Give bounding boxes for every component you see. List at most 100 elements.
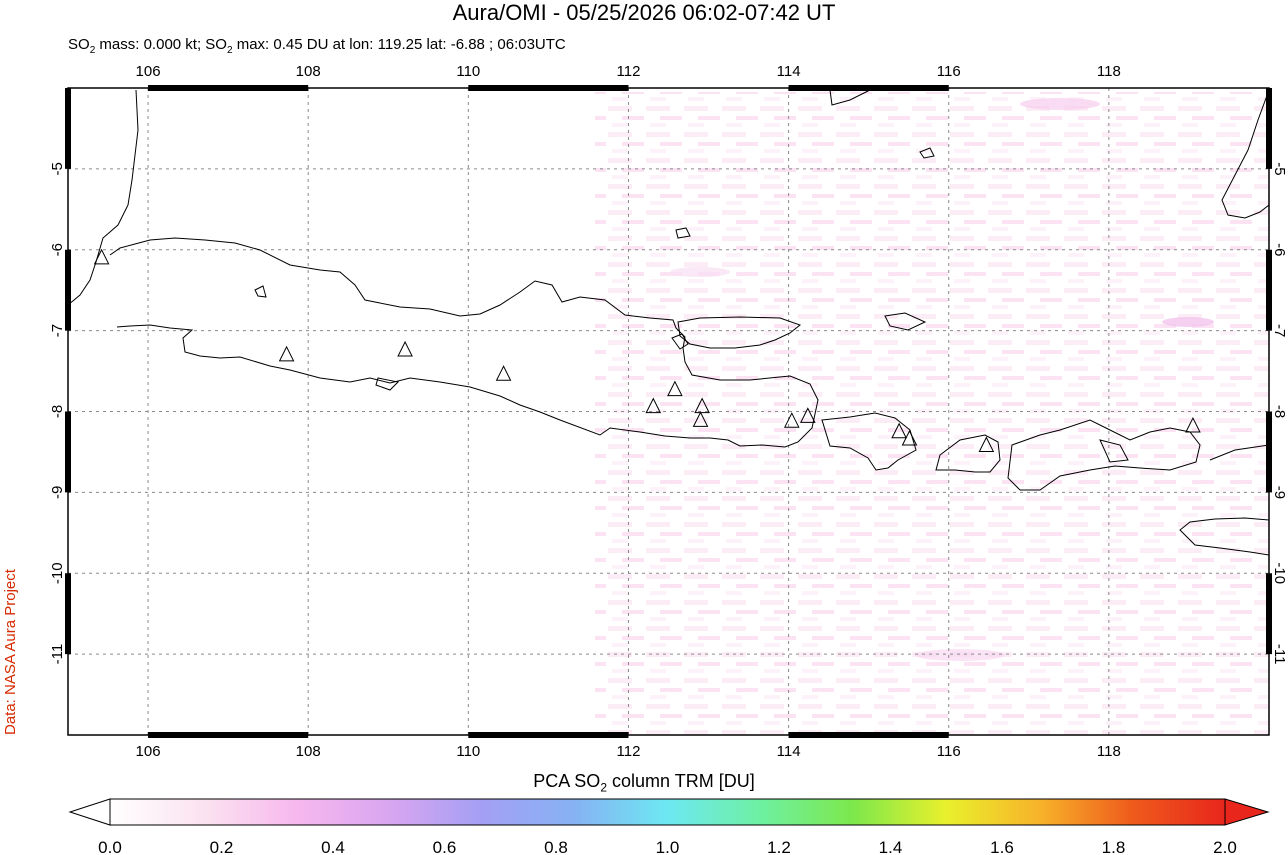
graticule [68,88,1269,735]
lat-border-bar [1266,573,1272,655]
volcano-icon [667,380,683,397]
lat-border-bar [1266,411,1272,493]
colorbar-tick-label: 0.8 [544,838,568,855]
colorbar-tick-label: 2.0 [1213,838,1237,855]
lon-tick-label-bottom: 108 [296,743,321,760]
colorbar-tick-label: 1.6 [990,838,1014,855]
map-border-bars [65,85,1272,738]
coastline-kalimantan-south [829,89,871,106]
volcano-icon [495,365,512,381]
volcano-icon [692,411,709,427]
map-title: Aura/OMI - 05/25/2026 06:02-07:42 UT [452,0,836,25]
lon-border-bar [788,85,949,91]
lon-border-bar [468,85,629,91]
volcano-icon [901,429,918,446]
volcano-icon [783,412,800,428]
lat-tick-label-right: -10 [1271,562,1288,584]
coastline-small-island [919,147,935,159]
lon-tick-label-top: 118 [1097,63,1121,80]
colorbar-tick-label: 1.8 [1102,838,1126,855]
coastline-small-island [254,285,267,298]
lat-tick-label-right: -5 [1271,162,1288,175]
coastline-borneo [1221,89,1269,219]
volcano-icon [1185,416,1201,433]
coastline-sumba [1179,517,1269,556]
so2-map: 106 106 108 108 110 110 112 112 114 114 116 116 118 1… [49,63,1288,760]
coastline-bawean [675,227,691,239]
lon-tick-label-bottom: 114 [777,743,801,760]
lon-border-bar [788,732,949,738]
map-plot-area [68,88,1269,735]
lon-tick-label-bottom: 112 [617,743,641,760]
lat-tick-label-right: -9 [1271,486,1288,499]
colorbar-under-arrow [68,798,111,826]
volcano-icon [891,422,907,439]
colorbar-tick-label: 0.0 [98,838,122,855]
volcano-icon [645,397,662,414]
coastline-sumatra [68,89,139,306]
lat-tick-label-left: -9 [49,486,66,499]
colorbar: 0.0 0.2 0.4 0.6 0.8 1.0 1.2 1.4 1.6 1.8 2.0 [68,798,1270,855]
lat-tick-label-right: -6 [1271,243,1288,256]
coastline-kangean [884,312,927,331]
lon-tick-label-bottom: 110 [456,743,480,760]
so2-patch [1162,317,1214,327]
colorbar-tick-label: 1.2 [767,838,791,855]
lon-tick-label-top: 116 [937,63,961,80]
lon-border-bar [148,85,309,91]
colorbar-tick-label: 0.4 [321,838,345,855]
lat-border-bar [65,88,71,169]
lat-tick-label-left: -8 [49,405,66,418]
colorbar-tick-label: 0.2 [210,838,234,855]
lat-border-bar [65,411,71,493]
colorbar-title: PCA SO2 column TRM [DU] [533,771,755,795]
lon-border-bar [468,732,629,738]
lat-border-bar [65,249,71,331]
lon-border-bar [148,732,309,738]
lat-tick-label-right: -7 [1271,324,1288,337]
lat-tick-label-left: -10 [49,562,66,584]
lat-tick-label-left: -7 [49,324,66,337]
lon-tick-label-top: 112 [617,63,641,80]
coastline-madura [677,316,802,349]
colorbar-ticks: 0.0 0.2 0.4 0.6 0.8 1.0 1.2 1.4 1.6 1.8 2.0 [98,838,1237,855]
colorbar-tick-label: 0.6 [433,838,457,855]
volcano-markers [93,248,1201,452]
volcano-icon [800,407,816,423]
map-tick-labels: 106 106 108 108 110 110 112 112 114 114 116 116 118 1… [49,63,1288,760]
lon-tick-label-bottom: 118 [1097,743,1121,760]
lon-tick-label-top: 106 [136,63,161,80]
volcano-icon [397,340,413,357]
coastline-small-island [375,377,400,391]
volcano-icon [278,345,295,362]
coastline-flores [1209,444,1269,461]
lon-tick-label-top: 114 [777,63,801,80]
colorbar-tick-label: 1.0 [656,838,680,855]
colorbar-gradient [109,798,1226,826]
coastline-lombok [935,434,1001,473]
so2-patch [915,649,1005,661]
lon-tick-label-top: 108 [296,63,321,80]
lon-tick-label-top: 110 [456,63,480,80]
so2-patch [1020,98,1100,110]
map-subtitle: SO2 mass: 0.000 kt; SO2 max: 0.45 DU at … [68,36,566,56]
so2-patch [670,267,730,277]
lon-tick-label-bottom: 106 [136,743,161,760]
lat-border-bar [1266,88,1272,169]
lat-border-bar [1266,249,1272,331]
colorbar-tick-label: 1.4 [879,838,903,855]
coastline-java [109,237,819,448]
lat-tick-label-right: -8 [1271,405,1288,418]
coastline-bali [821,412,917,471]
volcano-icon [93,248,110,265]
colorbar-over-arrow [1224,798,1270,826]
volcano-icon [978,436,995,452]
so2-signal-region [595,92,1269,735]
volcano-icon [694,397,710,414]
lon-tick-label-bottom: 116 [937,743,961,760]
coastline-small-island [671,333,689,350]
coastline-layer [68,89,1269,556]
lat-tick-label-left: -11 [49,644,66,665]
lat-tick-label-right: -11 [1271,644,1288,665]
coastline-sumbawa [1007,419,1201,491]
